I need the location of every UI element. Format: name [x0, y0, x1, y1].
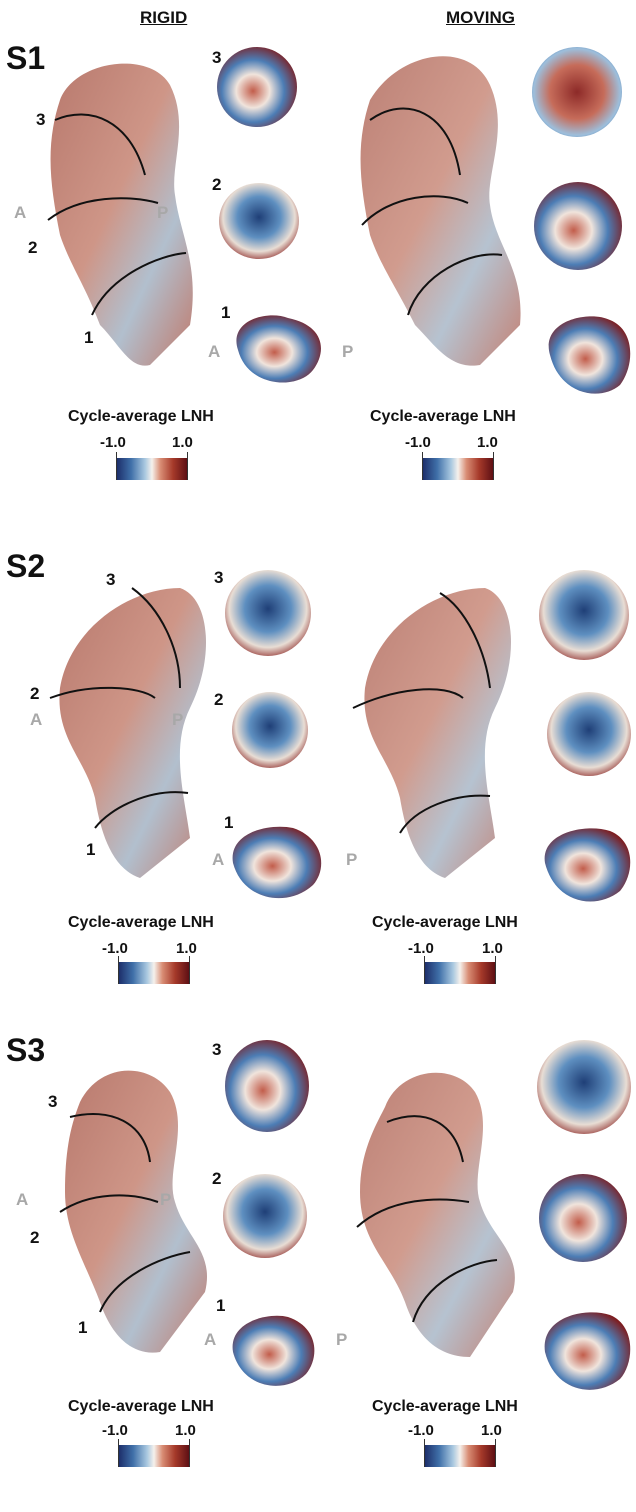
- rigid-section-3: [225, 1040, 309, 1132]
- rigid-vessel-model: [59, 1070, 208, 1353]
- colorbar: [424, 956, 496, 984]
- moving-section-1: [548, 316, 631, 394]
- panel-s2: S2 3 2 1 3 2 1 A P A P Cycle-average LNH…: [0, 548, 636, 1028]
- colorbar-max-label: 1.0: [176, 940, 197, 957]
- posterior-label: P: [172, 710, 184, 729]
- anterior-label: A: [212, 850, 225, 869]
- section-label-3: 3: [214, 568, 224, 587]
- colorbar: [118, 1439, 190, 1467]
- moving-vessel-model: [352, 588, 512, 878]
- colorbar-min-label: -1.0: [408, 1422, 434, 1439]
- colorbar-title: Cycle-average LNH: [372, 1398, 518, 1415]
- colorbar-max-label: 1.0: [477, 434, 498, 451]
- section-label-2: 2: [212, 175, 222, 194]
- anterior-label: A: [14, 203, 27, 222]
- section-label-1: 1: [216, 1296, 226, 1315]
- rigid-vessel-model: [47, 63, 193, 366]
- anterior-label: A: [204, 1330, 217, 1349]
- rigid-section-1: [232, 1315, 315, 1386]
- colorbar-max-label: 1.0: [482, 940, 503, 957]
- section-label-2: 2: [28, 238, 38, 257]
- colorbar-title: Cycle-average LNH: [370, 408, 516, 425]
- panel-label: S3: [6, 1032, 46, 1068]
- posterior-label: P: [346, 850, 358, 869]
- colorbar: [118, 956, 190, 984]
- moving-section-2: [539, 1174, 627, 1262]
- section-label-1: 1: [78, 1318, 88, 1337]
- section-label-2: 2: [30, 1228, 40, 1247]
- colorbar-title: Cycle-average LNH: [372, 914, 518, 931]
- colorbar-title: Cycle-average LNH: [68, 1398, 214, 1415]
- section-label-2: 2: [212, 1169, 222, 1188]
- section-label-3: 3: [212, 1040, 222, 1059]
- colorbar-min-label: -1.0: [100, 434, 126, 451]
- posterior-label: P: [342, 342, 354, 361]
- colorbar: [424, 1439, 496, 1467]
- rigid-section-1: [232, 826, 322, 899]
- colorbar-min-label: -1.0: [102, 940, 128, 957]
- anterior-label: A: [16, 1190, 29, 1209]
- anterior-label: A: [208, 342, 221, 361]
- moving-section-3: [539, 570, 629, 660]
- moving-section-2: [534, 182, 622, 270]
- section-label-1: 1: [86, 840, 96, 859]
- section-label-1: 1: [84, 328, 94, 347]
- posterior-label: P: [157, 203, 169, 222]
- moving-section-3: [537, 1040, 631, 1134]
- moving-vessel-model: [360, 56, 521, 366]
- rigid-section-2: [219, 183, 299, 259]
- anterior-label: A: [30, 710, 43, 729]
- posterior-label: P: [336, 1330, 348, 1349]
- section-label-3: 3: [106, 570, 116, 589]
- rigid-vessel-model: [49, 587, 207, 878]
- section-label-1: 1: [224, 813, 234, 832]
- rigid-section-3: [225, 570, 311, 656]
- rigid-column-header: RIGID: [140, 8, 188, 27]
- panel-s3: S3 3 2 1 3 2 1 A P A P Cycle-average LNH…: [0, 1032, 636, 1512]
- moving-section-1: [544, 828, 631, 902]
- colorbar-min-label: -1.0: [408, 940, 434, 957]
- colorbar-min-label: -1.0: [405, 434, 431, 451]
- section-label-3: 3: [212, 48, 222, 67]
- colorbar-max-label: 1.0: [175, 1422, 196, 1439]
- colorbar: [422, 452, 494, 480]
- rigid-section-3: [217, 47, 297, 127]
- section-label-2: 2: [214, 690, 224, 709]
- posterior-label: P: [160, 1190, 172, 1209]
- section-label-2: 2: [30, 684, 40, 703]
- section-label-3: 3: [36, 110, 46, 129]
- colorbar-max-label: 1.0: [481, 1422, 502, 1439]
- colorbar-title: Cycle-average LNH: [68, 914, 214, 931]
- colorbar-min-label: -1.0: [102, 1422, 128, 1439]
- colorbar-max-label: 1.0: [172, 434, 193, 451]
- panel-label: S2: [6, 548, 46, 584]
- moving-section-2: [547, 692, 631, 776]
- panel-label: S1: [6, 40, 46, 76]
- rigid-section-2: [223, 1174, 307, 1258]
- colorbar-title: Cycle-average LNH: [68, 408, 214, 425]
- colorbar: [116, 452, 188, 480]
- panel-s1: S1 3 2 1 3 2 1 A P A P Cycle-average LNH…: [0, 40, 636, 520]
- rigid-section-1: [236, 315, 321, 383]
- rigid-section-2: [232, 692, 308, 768]
- moving-column-header: MOVING: [446, 8, 515, 27]
- section-label-1: 1: [221, 303, 231, 322]
- moving-section-1: [544, 1312, 631, 1390]
- moving-section-3: [532, 47, 622, 137]
- section-label-3: 3: [48, 1092, 58, 1111]
- moving-vessel-model: [356, 1072, 515, 1357]
